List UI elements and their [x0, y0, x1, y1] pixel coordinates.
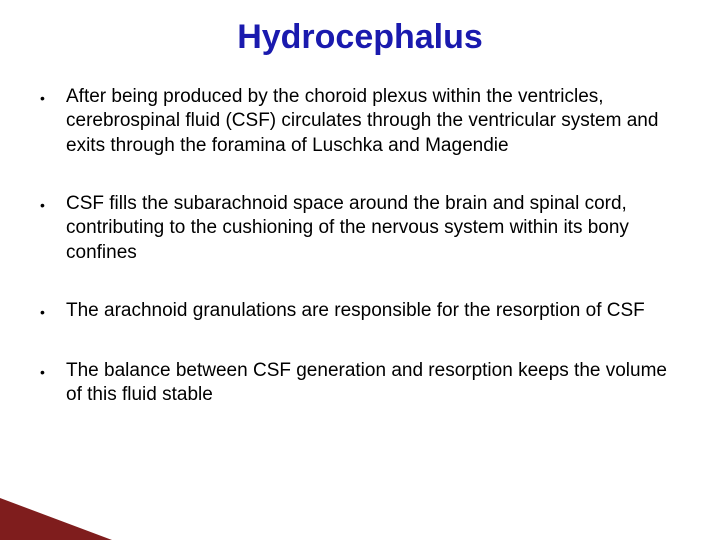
bullet-text: After being produced by the choroid plex…	[66, 85, 680, 158]
bullet-text: The arachnoid granulations are responsib…	[66, 299, 680, 323]
bullet-icon: •	[38, 192, 66, 218]
list-item: • The balance between CSF generation and…	[38, 359, 680, 408]
list-item: • The arachnoid granulations are respons…	[38, 299, 680, 325]
slide: Hydrocephalus • After being produced by …	[0, 18, 720, 540]
bullet-icon: •	[38, 85, 66, 111]
bullet-list: • After being produced by the choroid pl…	[0, 85, 720, 408]
bullet-text: CSF fills the subarachnoid space around …	[66, 192, 680, 265]
bullet-icon: •	[38, 359, 66, 385]
list-item: • CSF fills the subarachnoid space aroun…	[38, 192, 680, 265]
corner-decoration-icon	[0, 468, 260, 540]
slide-title: Hydrocephalus	[0, 18, 720, 57]
bullet-text: The balance between CSF generation and r…	[66, 359, 680, 408]
bullet-icon: •	[38, 299, 66, 325]
list-item: • After being produced by the choroid pl…	[38, 85, 680, 158]
